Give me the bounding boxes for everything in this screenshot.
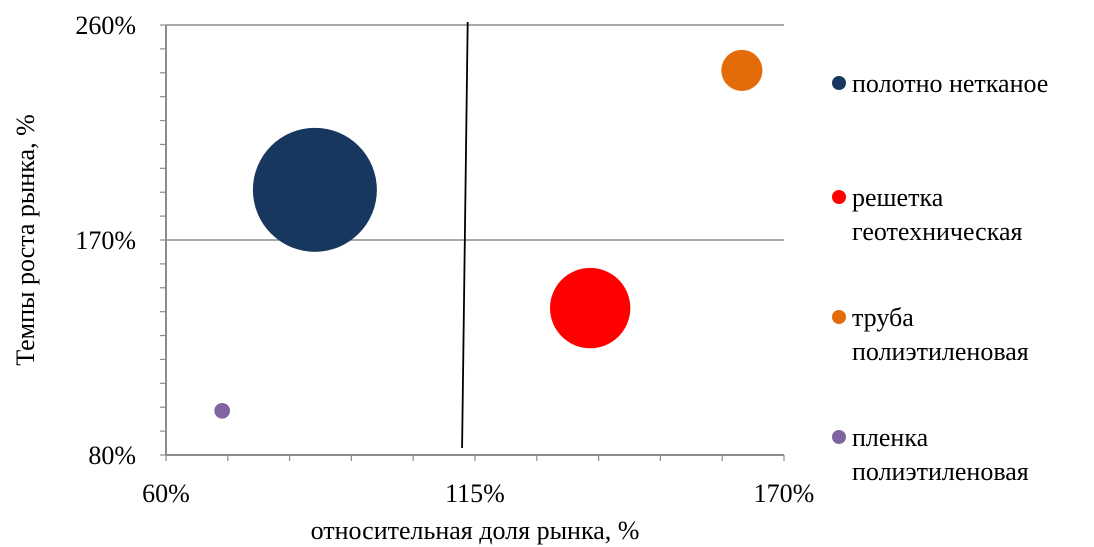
legend-item-0: полотно нетканое [832,69,1048,98]
legend-marker-0 [832,76,846,90]
gridlines [166,24,784,241]
legend-marker-3 [832,430,846,444]
legend: полотно нетканое решетка геотехническая тру… [832,69,1048,486]
legend-marker-2 [832,310,846,324]
y-tick-label-1: 170% [75,226,136,255]
legend-item-3: пленка полиэтиленовая [832,423,1029,486]
y-axis-title: Темпы роста рынка, % [11,114,40,366]
bubble-0 [252,127,377,252]
x-axis-title: относительная доля рынка, % [311,516,640,545]
tick-labels: 80% 170% 260% 60% 115% 170% [75,11,814,508]
legend-item-2: труба полиэтиленовая [832,303,1029,366]
legend-label-2: полиэтиленовая [852,337,1029,366]
axes [160,21,785,461]
y-tick-label-2: 260% [75,11,136,40]
legend-label-1: геотехническая [852,217,1022,246]
x-tick-label-2: 170% [754,479,815,508]
x-tick-label-1: 115% [445,479,505,508]
legend-label-2: труба [852,303,914,332]
legend-label-0: полотно нетканое [852,69,1048,98]
y-tick-label-0: 80% [88,441,136,470]
legend-marker-1 [832,190,846,204]
bubble-3 [214,402,231,419]
legend-label-1: решетка [852,183,944,212]
bubble-2 [721,49,763,91]
legend-label-3: пленка [852,423,929,452]
x-tick-label-0: 60% [142,479,190,508]
legend-item-1: решетка геотехническая [832,183,1022,246]
bubble-1 [549,267,631,349]
legend-label-3: полиэтиленовая [852,457,1029,486]
bubbles [214,49,763,419]
vertical-divider-line [461,21,469,449]
